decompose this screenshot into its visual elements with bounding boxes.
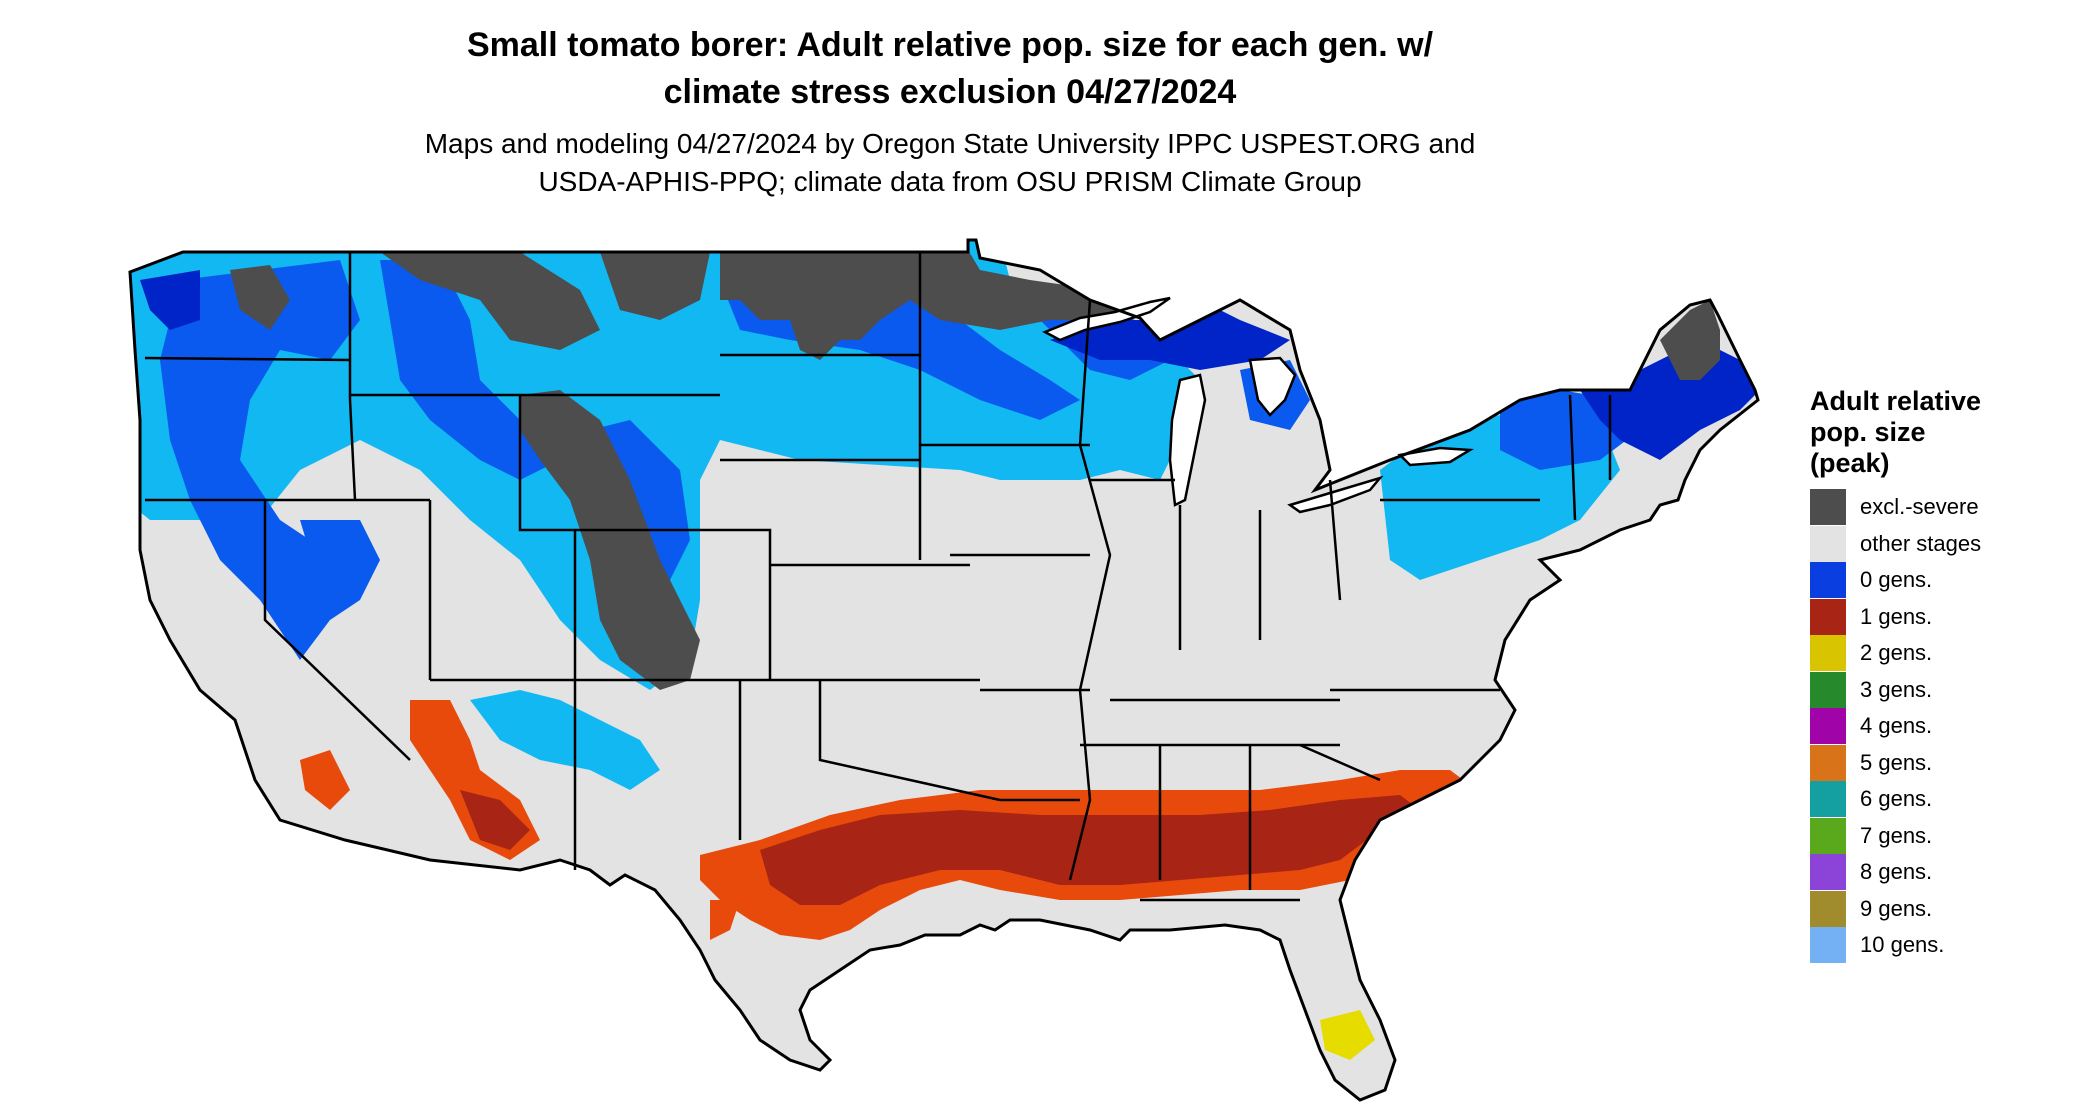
legend-title-line-1: Adult relative: [1810, 386, 1982, 416]
map-title: Small tomato borer: Adult relative pop. …: [200, 22, 1700, 116]
border-ca-nv: [263, 500, 411, 761]
legend-swatch: [1810, 635, 1846, 672]
legend-swatch: [1810, 817, 1846, 854]
legend-swatch: [1810, 708, 1846, 745]
legend-label: 6 gens.: [1860, 786, 1933, 812]
border-id-west: [348, 252, 357, 501]
legend-swatch: [1810, 671, 1846, 708]
legend-label: 2 gens.: [1860, 640, 1933, 666]
border-oh-pa: [1328, 479, 1342, 601]
legend-item-1-gens: 1 gens.: [1810, 598, 2070, 636]
legend-swatch: [1810, 854, 1846, 891]
legend-item-other-stages: other stages: [1810, 525, 2070, 563]
legend-item-3-gens: 3 gens.: [1810, 671, 2070, 709]
legend-item-7-gens: 7 gens.: [1810, 817, 2070, 855]
zone-excluded-montana: [380, 252, 600, 350]
legend-title-line-2: pop. size: [1810, 417, 1926, 447]
legend-swatch: [1810, 525, 1846, 562]
zone-1-gens-dark-south: [760, 795, 1420, 905]
map-legend: Adult relative pop. size (peak) excl.-se…: [1810, 386, 2070, 964]
title-line-2: climate stress exclusion 04/27/2024: [663, 73, 1237, 111]
border-co-ks: [720, 528, 772, 680]
border-mississippi: [1068, 299, 1112, 881]
border-ok-tx: [818, 680, 1001, 802]
legend-label: excl.-severe: [1860, 494, 1979, 520]
legend-label: other stages: [1860, 530, 1982, 556]
legend-label: 9 gens.: [1860, 895, 1933, 921]
legend-item-excluded: excl.-severe: [1810, 489, 2070, 526]
legend-title: Adult relative pop. size (peak): [1810, 386, 2070, 479]
legend-label: 1 gens.: [1860, 603, 1933, 629]
title-line-1: Small tomato borer: Adult relative pop. …: [466, 26, 1434, 64]
zone-0-gens-mid-west: [160, 260, 360, 660]
legend-item-0-gens: 0 gens.: [1810, 562, 2070, 599]
legend-item-10-gens: 10 gens.: [1810, 927, 2070, 964]
legend-label: 3 gens.: [1860, 676, 1933, 702]
legend-item-5-gens: 5 gens.: [1810, 744, 2070, 782]
legend-swatch: [1810, 927, 1846, 964]
border-newengland: [1568, 394, 1577, 521]
legend-label: 5 gens.: [1860, 749, 1933, 775]
legend-title-line-3: (peak): [1810, 448, 1890, 478]
zone-excluded-northplains: [720, 250, 1140, 360]
border-wa-or: [144, 356, 351, 362]
legend-swatch: [1810, 489, 1846, 526]
border-ga-sc: [1299, 743, 1381, 782]
legend-swatch: [1810, 890, 1846, 927]
zone-0-gens-mid-nv: [300, 520, 380, 620]
zone-2-gens-south-texas: [840, 1030, 900, 1060]
zone-excluded-washington: [230, 265, 290, 330]
legend-swatch: [1810, 744, 1846, 781]
legend-label: 4 gens.: [1860, 713, 1933, 739]
legend-label: 0 gens.: [1860, 567, 1933, 593]
zone-0-gens-mid-idaho: [380, 260, 560, 480]
zone-1-gens-dark-arizona: [460, 790, 530, 850]
subtitle-line-1: Maps and modeling 04/27/2024 by Oregon S…: [424, 128, 1476, 159]
subtitle-line-2: USDA-APHIS-PPQ; climate data from OSU PR…: [538, 166, 1362, 197]
zone-excluded-wyoming-colorado: [520, 390, 700, 690]
us-outline: [128, 238, 1760, 1102]
zone-1-gens-orange-socal: [300, 750, 350, 810]
legend-items: excl.-severe other stages 0 gens. 1 gens…: [1810, 489, 2070, 964]
zone-excluded-montana-2: [600, 252, 710, 320]
legend-label: 8 gens.: [1860, 859, 1933, 885]
lake-ontario: [1397, 446, 1475, 467]
zone-1-gens-orange-texas-tail: [710, 900, 740, 940]
legend-item-8-gens: 8 gens.: [1810, 854, 2070, 891]
lake-huron: [1248, 356, 1297, 417]
zone-0-gens-dark-maine: [1580, 340, 1758, 460]
legend-label: 10 gens.: [1860, 932, 1945, 958]
legend-item-6-gens: 6 gens.: [1810, 781, 2070, 818]
legend-item-9-gens: 9 gens.: [1810, 890, 2070, 928]
legend-item-4-gens: 4 gens.: [1810, 708, 2070, 745]
zone-0-gens-dark-washington: [140, 270, 200, 330]
legend-item-2-gens: 2 gens.: [1810, 635, 2070, 672]
zone-0-gens-light-sw-patches: [470, 690, 660, 790]
lake-superior: [1042, 296, 1171, 342]
legend-label: 7 gens.: [1860, 822, 1933, 848]
zone-2-gens-florida: [1320, 1010, 1375, 1060]
legend-swatch: [1810, 562, 1846, 599]
lake-erie: [1287, 475, 1384, 514]
map-subtitle: Maps and modeling 04/27/2024 by Oregon S…: [200, 125, 1700, 201]
zone-excluded-maine: [1660, 300, 1720, 380]
legend-swatch: [1810, 598, 1846, 635]
state-boundaries: [144, 252, 1612, 902]
lake-michigan: [1168, 373, 1207, 507]
legend-swatch: [1810, 781, 1846, 818]
border-wy: [518, 395, 720, 532]
